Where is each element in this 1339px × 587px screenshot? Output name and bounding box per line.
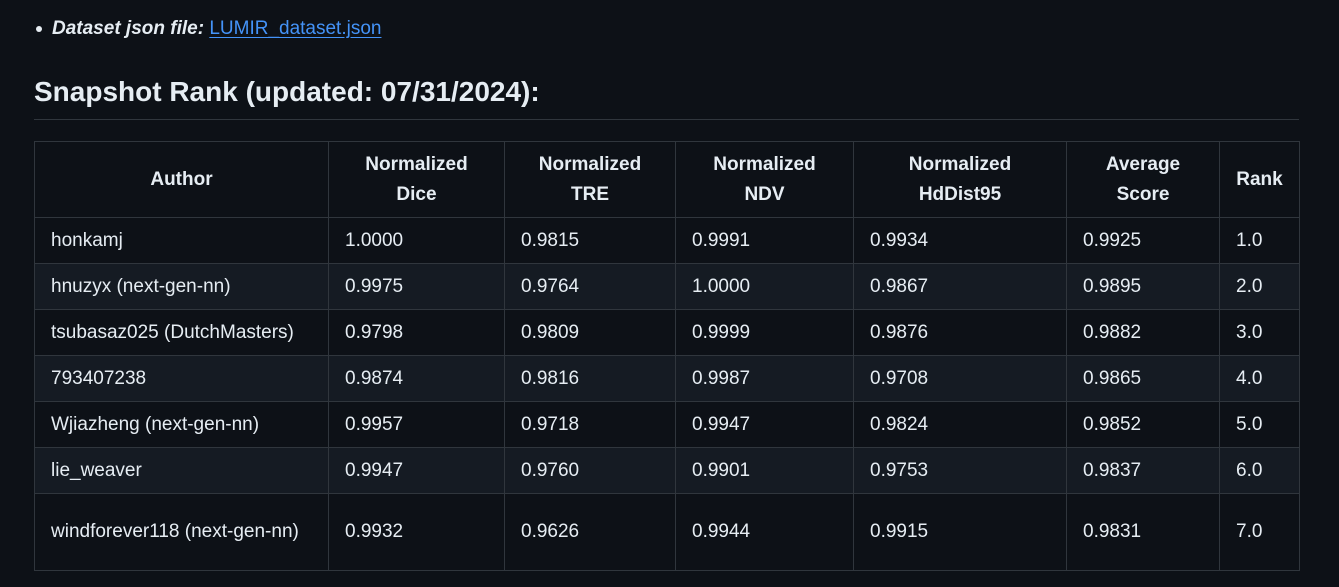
- cell-tre: 0.9764: [504, 263, 676, 310]
- cell-dice: 0.9932: [328, 493, 505, 571]
- table-row: windforever118 (next-gen-nn) 0.9932 0.96…: [34, 493, 1300, 571]
- cell-ndv: 0.9991: [675, 217, 854, 264]
- cell-ndv: 0.9987: [675, 355, 854, 402]
- cell-tre: 0.9809: [504, 309, 676, 356]
- cell-rank: 2.0: [1219, 263, 1300, 310]
- cell-rank: 1.0: [1219, 217, 1300, 264]
- cell-rank: 6.0: [1219, 447, 1300, 494]
- cell-ndv: 0.9947: [675, 401, 854, 448]
- cell-author: tsubasaz025 (DutchMasters): [34, 309, 329, 356]
- cell-rank: 5.0: [1219, 401, 1300, 448]
- cell-average-score: 0.9882: [1066, 309, 1220, 356]
- cell-rank: 4.0: [1219, 355, 1300, 402]
- header-normalized-hddist95: Normalized HdDist95: [853, 141, 1067, 218]
- cell-author: 793407238: [34, 355, 329, 402]
- cell-author: hnuzyx (next-gen-nn): [34, 263, 329, 310]
- snapshot-rank-heading: Snapshot Rank (updated: 07/31/2024):: [34, 76, 540, 107]
- snapshot-rank-table: Author Normalized Dice Normalized TRE No…: [34, 141, 1300, 571]
- dataset-json-label: Dataset json file:: [52, 18, 205, 39]
- cell-hddist95: 0.9867: [853, 263, 1067, 310]
- header-average-score: Average Score: [1066, 141, 1220, 218]
- heading-divider: [34, 119, 1299, 120]
- cell-dice: 0.9798: [328, 309, 505, 356]
- cell-author: lie_weaver: [34, 447, 329, 494]
- cell-author: honkamj: [34, 217, 329, 264]
- cell-hddist95: 0.9934: [853, 217, 1067, 264]
- cell-rank: 3.0: [1219, 309, 1300, 356]
- header-author: Author: [34, 141, 329, 218]
- table-row: hnuzyx (next-gen-nn) 0.9975 0.9764 1.000…: [34, 263, 1300, 310]
- table-row: honkamj 1.0000 0.9815 0.9991 0.9934 0.99…: [34, 217, 1300, 264]
- header-normalized-ndv: Normalized NDV: [675, 141, 854, 218]
- cell-average-score: 0.9837: [1066, 447, 1220, 494]
- cell-dice: 0.9874: [328, 355, 505, 402]
- cell-ndv: 0.9944: [675, 493, 854, 571]
- dataset-json-link[interactable]: LUMIR_dataset.json: [209, 18, 382, 39]
- table-row: lie_weaver 0.9947 0.9760 0.9901 0.9753 0…: [34, 447, 1300, 494]
- cell-tre: 0.9626: [504, 493, 676, 571]
- header-rank: Rank: [1219, 141, 1300, 218]
- cell-average-score: 0.9865: [1066, 355, 1220, 402]
- header-normalized-tre: Normalized TRE: [504, 141, 676, 218]
- cell-dice: 0.9975: [328, 263, 505, 310]
- cell-hddist95: 0.9915: [853, 493, 1067, 571]
- cell-dice: 0.9947: [328, 447, 505, 494]
- cell-ndv: 0.9901: [675, 447, 854, 494]
- bullet-dot-icon: [36, 26, 42, 32]
- cell-ndv: 1.0000: [675, 263, 854, 310]
- cell-average-score: 0.9831: [1066, 493, 1220, 571]
- cell-tre: 0.9815: [504, 217, 676, 264]
- cell-tre: 0.9718: [504, 401, 676, 448]
- table-row: tsubasaz025 (DutchMasters) 0.9798 0.9809…: [34, 309, 1300, 356]
- cell-tre: 0.9760: [504, 447, 676, 494]
- table-row: 793407238 0.9874 0.9816 0.9987 0.9708 0.…: [34, 355, 1300, 402]
- cell-author: windforever118 (next-gen-nn): [34, 493, 329, 571]
- table-row: Wjiazheng (next-gen-nn) 0.9957 0.9718 0.…: [34, 401, 1300, 448]
- cell-author: Wjiazheng (next-gen-nn): [34, 401, 329, 448]
- cell-average-score: 0.9925: [1066, 217, 1220, 264]
- cell-hddist95: 0.9876: [853, 309, 1067, 356]
- table-header-row: Author Normalized Dice Normalized TRE No…: [34, 141, 1300, 218]
- cell-dice: 0.9957: [328, 401, 505, 448]
- cell-rank: 7.0: [1219, 493, 1300, 571]
- cell-hddist95: 0.9824: [853, 401, 1067, 448]
- cell-average-score: 0.9895: [1066, 263, 1220, 310]
- cell-hddist95: 0.9708: [853, 355, 1067, 402]
- cell-ndv: 0.9999: [675, 309, 854, 356]
- cell-dice: 1.0000: [328, 217, 505, 264]
- cell-tre: 0.9816: [504, 355, 676, 402]
- cell-hddist95: 0.9753: [853, 447, 1067, 494]
- dataset-json-list-item: Dataset json file: LUMIR_dataset.json: [36, 14, 382, 44]
- header-normalized-dice: Normalized Dice: [328, 141, 505, 218]
- cell-average-score: 0.9852: [1066, 401, 1220, 448]
